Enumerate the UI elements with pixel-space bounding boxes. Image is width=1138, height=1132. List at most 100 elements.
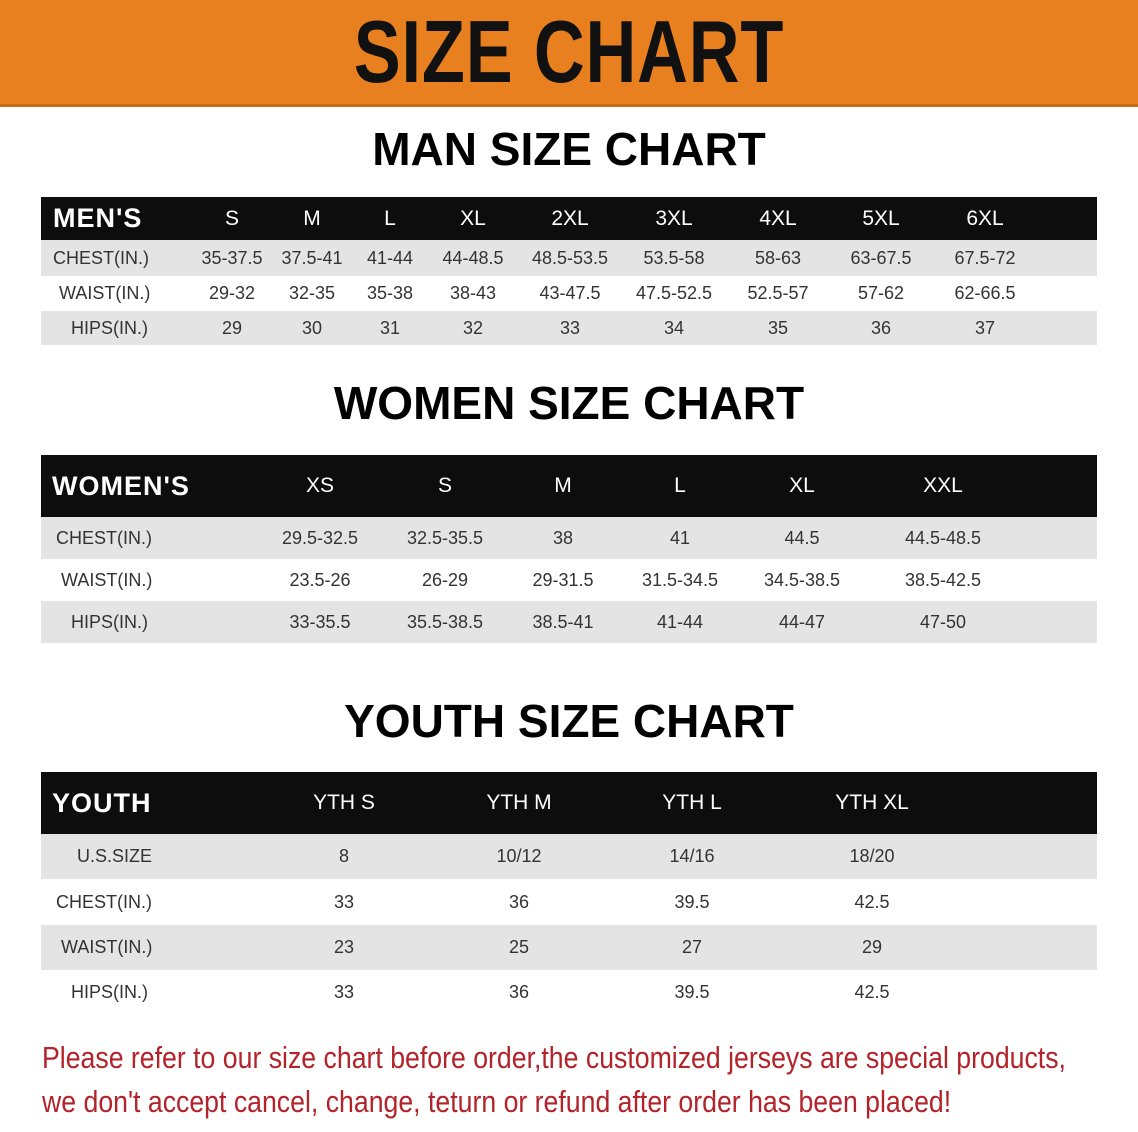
- table-cell: 30: [301, 317, 323, 338]
- notice-line-1: Please refer to our size chart before or…: [42, 1040, 1066, 1075]
- column-header: M: [554, 474, 572, 497]
- table-cell: 62-66.5: [954, 283, 1016, 303]
- table-cell: 35: [767, 317, 789, 338]
- table-header: MEN'S S M L XL 2XL 3XL 4XL 5XL 6XL: [41, 197, 1097, 240]
- table-row: CHEST(IN.) 35-37.5 37.5-41 41-44 44-48.5 48.5…: [41, 240, 1097, 276]
- table-cell: 58-63: [754, 247, 802, 268]
- table-cell: 10/12: [496, 846, 542, 866]
- table-cell: 32.5-35.5: [406, 527, 484, 548]
- row-label: U.S.SIZE: [77, 846, 153, 866]
- table-cell: 44-48.5: [442, 247, 504, 268]
- table-cell: 36: [508, 891, 530, 912]
- table-cell: 29-31.5: [532, 569, 594, 590]
- row-label: CHEST(IN.): [56, 527, 152, 548]
- table-cell: 38: [552, 527, 574, 548]
- table-cell: 31.5-34.5: [641, 569, 719, 590]
- table-cell: 23.5-26: [289, 569, 351, 590]
- banner: SIZE CHART: [0, 0, 1138, 107]
- row-label: HIPS(IN.): [71, 611, 149, 632]
- youth-size-table: YOUTH YTH S YTH M YTH L YTH XL U.S.SIZE 8 10/12…: [41, 772, 1097, 1015]
- table-cell: 33: [333, 891, 355, 912]
- table-row: WAIST(IN.) 23 25 27 29: [41, 925, 1097, 970]
- table-cell: 27: [681, 937, 703, 957]
- youth-title: YOUTH SIZE CHART: [344, 695, 794, 747]
- row-label: WAIST(IN.): [59, 283, 151, 303]
- women-title: WOMEN SIZE CHART: [333, 377, 805, 429]
- column-header: XS: [305, 474, 335, 497]
- table-row: CHEST(IN.) 33 36 39.5 42.5: [41, 879, 1097, 925]
- column-header: S: [224, 206, 240, 230]
- table-cell: 14/16: [669, 846, 715, 866]
- table-header: YOUTH YTH S YTH M YTH L YTH XL: [41, 772, 1097, 834]
- table-cell: 47.5-52.5: [635, 283, 713, 303]
- table-cell: 44.5-48.5: [904, 527, 982, 548]
- table-cell: 37.5-41: [281, 247, 343, 268]
- table-cell: 38-43: [449, 283, 497, 303]
- table-cell: 38.5-42.5: [904, 569, 982, 590]
- column-header: YTH M: [486, 791, 552, 814]
- notice-line-2: we don't accept cancel, change, teturn o…: [42, 1084, 952, 1119]
- table-cell: 8: [338, 846, 350, 866]
- table-cell: 41-44: [656, 611, 704, 632]
- column-header: 4XL: [759, 206, 797, 230]
- table-cell: 47-50: [919, 611, 967, 632]
- table-cell: 32: [462, 317, 484, 338]
- table-cell: 26-29: [421, 569, 469, 590]
- table-cell: 29-32: [208, 283, 256, 303]
- table-cell: 36: [870, 317, 892, 338]
- men-size-table: MEN'S S M L XL 2XL 3XL 4XL 5XL 6XL CHEST(IN.) 35-37…: [41, 197, 1097, 345]
- column-header: 3XL: [655, 206, 693, 230]
- table-cell: 32-35: [288, 283, 336, 303]
- table-cell: 29.5-32.5: [281, 527, 359, 548]
- table-row: WAIST(IN.) 29-32 32-35 35-38 38-43 43-47.5 47.…: [41, 276, 1097, 311]
- column-header: L: [384, 206, 396, 230]
- table-cell: 44.5: [784, 527, 820, 548]
- table-row: HIPS(IN.) 33 36 39.5 42.5: [41, 970, 1097, 1015]
- row-label: CHEST(IN.): [53, 247, 149, 268]
- table-cell: 35.5-38.5: [406, 611, 484, 632]
- table-cell: 53.5-58: [643, 247, 705, 268]
- table-cell: 41-44: [366, 247, 414, 268]
- table-cell: 31: [379, 317, 401, 338]
- table-cell: 36: [508, 982, 530, 1002]
- women-size-table: WOMEN'S XS S M L XL XXL CHEST(IN.) 29.5-32.5 32.5…: [41, 455, 1097, 643]
- table-row: HIPS(IN.) 33-35.5 35.5-38.5 38.5-41 41-44 44-…: [41, 601, 1097, 643]
- table-cell: 37: [974, 317, 996, 338]
- column-header: XXL: [923, 474, 963, 497]
- table-cell: 18/20: [849, 846, 895, 866]
- table-cell: 57-62: [857, 283, 905, 303]
- column-header: XL: [460, 206, 486, 230]
- column-header: S: [437, 474, 453, 497]
- table-row: CHEST(IN.) 29.5-32.5 32.5-35.5 38 41 44.5 44.5…: [41, 517, 1097, 559]
- table-row: HIPS(IN.) 29 30 31 32 33 34 35 36 37: [41, 311, 1097, 345]
- row-label: WAIST(IN.): [61, 569, 153, 590]
- table-cell: 33: [559, 317, 581, 338]
- table-cell: 33: [333, 982, 355, 1002]
- column-header: 6XL: [966, 206, 1004, 230]
- table-cell: 39.5: [674, 982, 710, 1002]
- row-label: HIPS(IN.): [71, 982, 149, 1002]
- table-cell: 44-47: [778, 611, 826, 632]
- table-cell: 29: [221, 317, 243, 338]
- banner-title: SIZE CHART: [353, 2, 785, 101]
- men-title: MAN SIZE CHART: [372, 123, 766, 175]
- row-label: HIPS(IN.): [71, 317, 149, 338]
- table-title: WOMEN'S: [52, 470, 190, 501]
- table-cell: 34: [663, 317, 685, 338]
- column-header: 2XL: [551, 206, 589, 230]
- table-cell: 48.5-53.5: [531, 247, 609, 268]
- row-label: WAIST(IN.): [61, 937, 153, 957]
- table-cell: 42.5: [854, 891, 890, 912]
- column-header: M: [303, 206, 321, 230]
- table-cell: 67.5-72: [954, 247, 1016, 268]
- table-cell: 42.5: [854, 982, 890, 1002]
- table-row: WAIST(IN.) 23.5-26 26-29 29-31.5 31.5-34.5 34…: [41, 559, 1097, 601]
- table-header: WOMEN'S XS S M L XL XXL: [41, 455, 1097, 517]
- table-title: YOUTH: [52, 787, 152, 818]
- table-cell: 23: [333, 937, 355, 957]
- table-cell: 29: [861, 937, 883, 957]
- column-header: XL: [789, 474, 815, 497]
- table-cell: 52.5-57: [747, 283, 809, 303]
- table-cell: 34.5-38.5: [763, 569, 841, 590]
- column-header: YTH S: [313, 791, 375, 814]
